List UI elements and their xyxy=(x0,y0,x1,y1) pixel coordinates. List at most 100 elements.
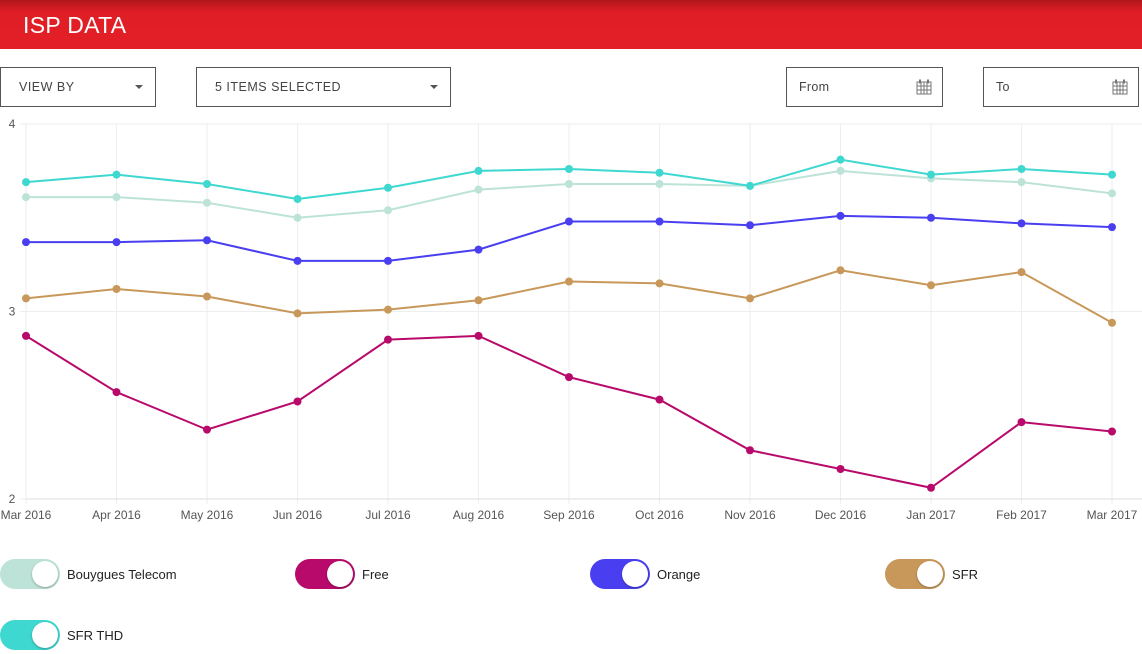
data-point-sfr xyxy=(1017,268,1026,277)
app-header: ISP DATA xyxy=(0,0,1142,49)
items-selected-label: 5 ITEMS SELECTED xyxy=(215,80,342,94)
data-point-sfr xyxy=(293,309,302,318)
toggle-switch[interactable] xyxy=(885,559,945,589)
toggle-knob xyxy=(32,561,58,587)
chevron-down-icon xyxy=(135,85,143,89)
data-point-bouygues-telecom xyxy=(112,193,121,202)
data-point-sfr-thd xyxy=(746,181,754,190)
calendar-icon[interactable] xyxy=(916,79,932,95)
data-point-orange xyxy=(927,213,935,222)
data-point-free xyxy=(384,335,392,344)
data-point-orange xyxy=(565,217,573,226)
x-tick-label: May 2016 xyxy=(181,508,234,522)
x-tick-label: Sep 2016 xyxy=(543,508,595,522)
toggle-knob xyxy=(327,561,353,587)
data-point-sfr-thd xyxy=(112,170,121,179)
from-placeholder: From xyxy=(799,80,830,94)
data-point-bouygues-telecom xyxy=(836,166,845,175)
data-point-sfr-thd xyxy=(474,166,483,175)
data-point-sfr xyxy=(474,296,483,305)
y-tick-label: 3 xyxy=(9,305,16,319)
data-point-sfr xyxy=(22,294,30,303)
legend-toggle-bouygues-telecom[interactable]: Bouygues Telecom xyxy=(0,559,177,589)
x-tick-label: Feb 2017 xyxy=(996,508,1047,522)
items-select-dropdown[interactable]: 5 ITEMS SELECTED xyxy=(196,67,451,107)
data-point-sfr xyxy=(836,266,845,275)
data-point-free xyxy=(836,465,845,473)
toggle-knob xyxy=(917,561,943,587)
line-chart: Mar 2016 Apr 2016 May 2016 Jun 2016 Jul 2016… xyxy=(1,117,1142,522)
from-date-input[interactable]: From xyxy=(786,67,943,107)
data-point-sfr-thd xyxy=(655,168,664,177)
view-by-dropdown[interactable]: VIEW BY xyxy=(0,67,156,107)
legend-toggle-orange[interactable]: Orange xyxy=(590,559,700,589)
data-point-sfr-thd xyxy=(293,195,302,203)
data-point-orange xyxy=(384,256,392,265)
x-tick-label: Jun 2016 xyxy=(273,508,323,522)
data-point-orange xyxy=(1017,219,1026,228)
data-point-orange xyxy=(746,221,754,230)
data-point-free xyxy=(293,397,302,406)
data-point-orange xyxy=(1108,223,1116,232)
data-point-bouygues-telecom xyxy=(655,180,664,188)
x-tick-label: Apr 2016 xyxy=(92,508,141,522)
data-point-sfr xyxy=(203,292,211,301)
legend-toggle-free[interactable]: Free xyxy=(295,559,389,589)
data-point-free xyxy=(746,446,754,455)
data-point-free xyxy=(1017,418,1026,427)
toggle-switch[interactable] xyxy=(295,559,355,589)
legend-toggle-sfr[interactable]: SFR xyxy=(885,559,978,589)
data-point-bouygues-telecom xyxy=(1017,178,1026,187)
data-point-sfr xyxy=(112,285,121,293)
page-title: ISP DATA xyxy=(23,12,127,38)
toggle-switch[interactable] xyxy=(0,620,60,650)
data-point-bouygues-telecom xyxy=(293,213,302,222)
legend-label: Free xyxy=(362,566,389,582)
legend-label: SFR xyxy=(952,566,978,582)
toggle-knob xyxy=(32,622,58,648)
to-date-input[interactable]: To xyxy=(983,67,1139,107)
y-tick-label: 4 xyxy=(9,117,16,131)
data-point-orange xyxy=(655,217,664,226)
data-point-sfr xyxy=(746,294,754,303)
x-tick-label: Mar 2017 xyxy=(1087,508,1138,522)
data-point-sfr-thd xyxy=(927,170,935,179)
data-point-bouygues-telecom xyxy=(1108,189,1116,198)
data-point-sfr-thd xyxy=(565,165,573,173)
legend-label: SFR THD xyxy=(67,627,124,643)
data-point-sfr-thd xyxy=(1017,165,1026,173)
data-point-bouygues-telecom xyxy=(474,185,483,194)
data-point-bouygues-telecom xyxy=(565,180,573,188)
chevron-down-icon xyxy=(430,85,438,89)
legend-label: Bouygues Telecom xyxy=(67,566,177,582)
data-point-sfr-thd xyxy=(836,155,845,164)
data-point-free xyxy=(203,425,211,434)
data-point-sfr-thd xyxy=(384,183,392,192)
toggle-switch[interactable] xyxy=(590,559,650,589)
data-point-sfr xyxy=(927,281,935,290)
data-point-sfr xyxy=(384,305,392,314)
data-point-orange xyxy=(203,236,211,245)
data-point-sfr xyxy=(565,277,573,286)
calendar-icon[interactable] xyxy=(1112,79,1128,95)
data-point-bouygues-telecom xyxy=(203,198,211,207)
data-point-free xyxy=(927,483,935,492)
x-tick-label: Mar 2016 xyxy=(1,508,52,522)
data-point-free xyxy=(474,331,483,340)
legend-toggle-sfr-thd[interactable]: SFR THD xyxy=(0,620,123,650)
data-point-orange xyxy=(112,238,121,247)
x-tick-label: Dec 2016 xyxy=(815,508,867,522)
data-point-bouygues-telecom xyxy=(22,193,30,202)
x-tick-label: Aug 2016 xyxy=(453,508,505,522)
toggle-switch[interactable] xyxy=(0,559,60,589)
x-tick-label: Nov 2016 xyxy=(724,508,776,522)
data-point-sfr-thd xyxy=(203,180,211,188)
data-point-orange xyxy=(836,211,845,220)
data-point-orange xyxy=(22,238,30,247)
view-by-label: VIEW BY xyxy=(19,80,75,94)
data-point-free xyxy=(22,331,30,340)
x-tick-label: Jan 2017 xyxy=(906,508,956,522)
to-placeholder: To xyxy=(996,80,1010,94)
data-point-orange xyxy=(293,256,302,265)
data-point-orange xyxy=(474,245,483,254)
